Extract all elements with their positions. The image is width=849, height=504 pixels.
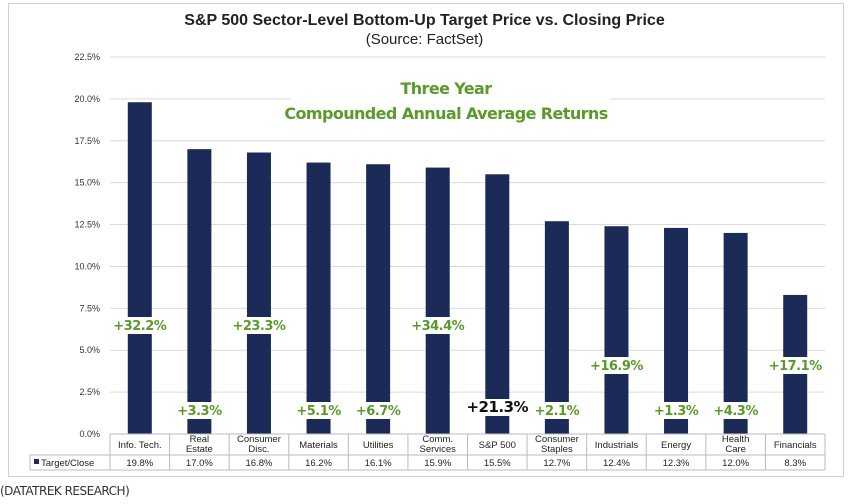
- table-value: 16.8%: [245, 458, 272, 469]
- table-value: 12.3%: [663, 458, 690, 469]
- y-tick-label: 22.5%: [74, 52, 100, 62]
- return-label: +16.9%: [590, 359, 643, 374]
- return-label: +34.4%: [411, 319, 464, 334]
- table-value: 15.5%: [484, 458, 511, 469]
- table-value: 12.7%: [543, 458, 570, 469]
- return-label-background: [652, 402, 700, 419]
- category-label: Energy: [661, 440, 691, 451]
- bar: [246, 152, 271, 435]
- y-tick-label: 10.0%: [74, 261, 100, 271]
- category-label: Info. Tech.: [118, 440, 162, 451]
- legend-label: Target/Close: [41, 458, 94, 469]
- bar: [306, 162, 331, 434]
- return-label: +21.3%: [466, 398, 528, 416]
- category-label: Utilities: [363, 440, 394, 451]
- y-tick-label: 2.5%: [79, 387, 100, 397]
- table-value: 17.0%: [186, 458, 213, 469]
- category-label: Comm.: [422, 434, 453, 445]
- annotation-background: [290, 70, 610, 128]
- table-value: 15.9%: [424, 458, 451, 469]
- bar: [127, 102, 152, 435]
- category-label: Care: [725, 444, 746, 455]
- return-label: +3.3%: [177, 404, 222, 419]
- category-label: Materials: [299, 440, 338, 451]
- bar: [604, 226, 629, 434]
- return-label: +6.7%: [356, 404, 401, 419]
- category-label: Estate: [186, 444, 213, 455]
- y-tick-label: 5.0%: [79, 345, 100, 355]
- return-label-background: [588, 357, 644, 374]
- bar: [425, 167, 450, 434]
- table-value: 8.3%: [784, 458, 806, 469]
- table-value: 16.2%: [305, 458, 332, 469]
- y-tick-label: 15.0%: [74, 178, 100, 188]
- bar: [544, 221, 569, 434]
- category-label: Health: [722, 434, 749, 445]
- return-label-background: [354, 402, 402, 419]
- y-tick-label: 17.5%: [74, 136, 100, 146]
- return-label: +17.1%: [769, 359, 822, 374]
- legend-key: [34, 459, 39, 464]
- return-label-background: [176, 402, 223, 419]
- table-value: 19.8%: [126, 458, 153, 469]
- category-label: Staples: [541, 444, 573, 455]
- chart-subtitle: (Source: FactSet): [365, 31, 484, 48]
- category-label: Services: [419, 444, 456, 455]
- table-value: 12.4%: [603, 458, 630, 469]
- return-label-background: [231, 317, 287, 334]
- y-tick-label: 20.0%: [74, 94, 100, 104]
- chart-title: S&P 500 Sector-Level Bottom-Up Target Pr…: [184, 12, 665, 29]
- return-label: +23.3%: [232, 319, 285, 334]
- bar: [664, 227, 689, 434]
- y-tick-label: 12.5%: [74, 220, 100, 230]
- table-value: 16.1%: [365, 458, 392, 469]
- bar: [187, 149, 212, 434]
- return-label: +1.3%: [654, 404, 699, 419]
- category-label: Consumer: [535, 434, 579, 445]
- return-label: +2.1%: [535, 404, 580, 419]
- bar-chart: 0.0% 2.5% 5.0% 7.5% 10.0% 12.5% 15.0% 17.5% 20.0…: [29, 52, 826, 471]
- table-value: 12.0%: [722, 458, 749, 469]
- source-note: (DATATREK RESEARCH): [0, 484, 130, 498]
- category-label: S&P 500: [479, 440, 516, 451]
- return-label-background: [410, 317, 466, 334]
- y-tick-label: 7.5%: [79, 303, 100, 313]
- bar: [485, 174, 510, 435]
- return-label-background: [295, 402, 342, 419]
- category-label: Financials: [774, 440, 817, 451]
- return-label: +5.1%: [296, 404, 341, 419]
- category-label: Consumer: [237, 434, 281, 445]
- return-label-background: [112, 317, 168, 334]
- category-label: Disc.: [248, 444, 269, 455]
- bar: [723, 232, 748, 434]
- return-label: +4.3%: [713, 404, 758, 419]
- category-label: Industrials: [595, 440, 639, 451]
- annotation-text: Three Year: [400, 79, 492, 98]
- y-tick-label: 0.0%: [79, 429, 100, 439]
- return-label-background: [712, 402, 759, 419]
- return-label-background: [767, 357, 823, 374]
- return-label-background: [469, 399, 525, 416]
- bar: [366, 164, 391, 435]
- category-label: Real: [190, 434, 210, 445]
- return-label: +32.2%: [113, 319, 166, 334]
- return-label-background: [533, 402, 581, 419]
- annotation-text: Compounded Annual Average Returns: [284, 104, 607, 123]
